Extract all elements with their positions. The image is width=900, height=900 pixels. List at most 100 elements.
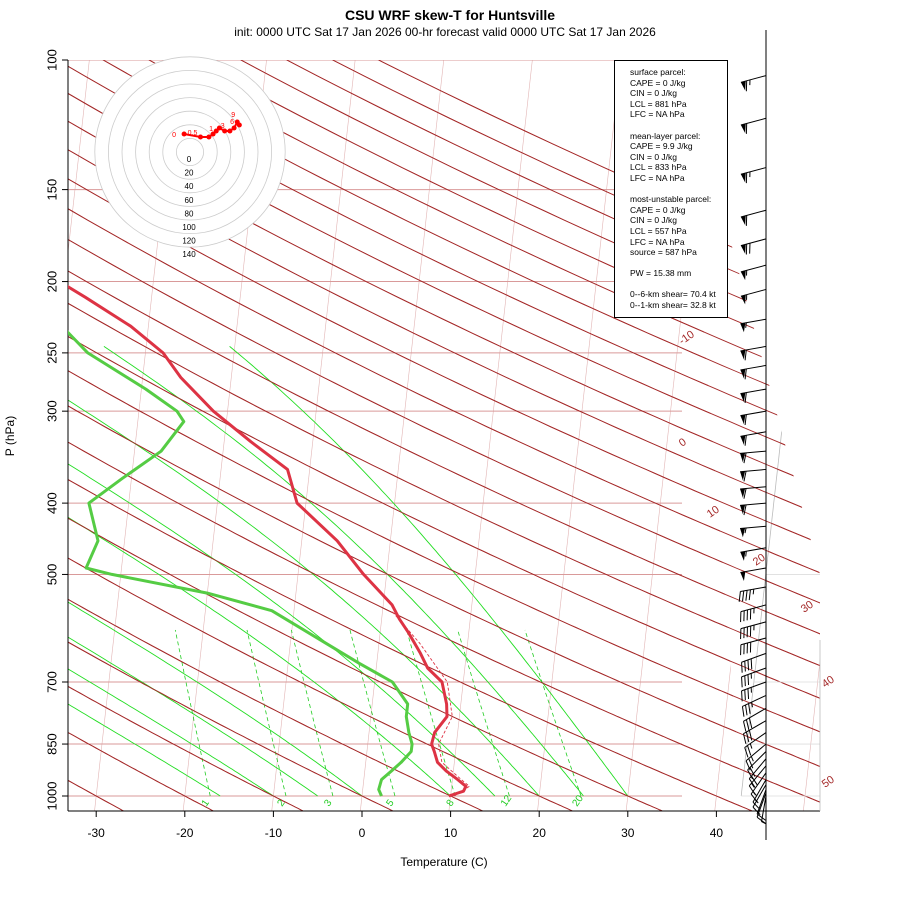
barb-half	[761, 821, 767, 825]
barb-staff	[740, 167, 767, 175]
barb-half	[751, 782, 755, 788]
parcel-parameters-box: surface parcel: CAPE = 0 J/kg CIN = 0 J/…	[614, 60, 728, 318]
barb-staff	[740, 547, 767, 553]
hodograph-ring-label: 100	[182, 223, 196, 232]
barb-full	[745, 704, 748, 716]
barb-staff	[747, 751, 767, 771]
isotherm-line	[537, 60, 622, 811]
barb-staff	[741, 681, 767, 692]
barb-staff	[740, 586, 767, 592]
x-tick-label: 40	[710, 826, 724, 840]
dry-adiabat-line	[68, 149, 820, 516]
x-tick-label: -10	[265, 826, 283, 840]
barb-full	[748, 730, 753, 741]
barb-staff	[741, 652, 767, 663]
dry-adiabat-line	[68, 685, 305, 811]
dry-adiabat-line	[68, 641, 394, 811]
isotherm-label: 0	[677, 436, 689, 449]
barb-staff	[740, 604, 767, 613]
moist-adiabat-line	[68, 636, 318, 797]
surface-lcl: LCL = 881 hPa	[630, 98, 687, 109]
barb-full	[740, 644, 742, 656]
dry-adiabat-line	[68, 557, 574, 811]
mixing-ratio-label: 3	[322, 797, 334, 808]
barb-full	[747, 745, 752, 756]
dry-adiabat-line	[68, 120, 820, 488]
wind-barb	[740, 264, 767, 281]
y-axis-label: P (hPa)	[3, 416, 17, 456]
wind-barb	[740, 525, 767, 538]
dry-adiabat-line	[68, 270, 820, 635]
dry-adiabat-line	[68, 557, 574, 811]
barb-full	[744, 368, 747, 380]
mixing-ratio-label: 12	[499, 793, 515, 809]
barb-full	[744, 661, 746, 672]
barb-full	[738, 591, 741, 602]
moist-adiabat-line	[68, 668, 274, 797]
isotherm-label: -10	[677, 329, 697, 348]
wind-barb	[740, 486, 767, 499]
precipitable-water: PW = 15.38 mm	[630, 268, 692, 279]
barb-pennant	[740, 488, 746, 498]
barb-full	[741, 676, 743, 688]
chart-subtitle: init: 0000 UTC Sat 17 Jan 2026 00-hr for…	[234, 25, 656, 39]
barb-full	[740, 628, 742, 640]
barb-full	[743, 504, 747, 516]
barb-full	[744, 349, 747, 361]
dry-adiabat-line	[68, 238, 820, 604]
dry-adiabat-line	[68, 65, 820, 434]
barb-full	[744, 689, 746, 701]
moist-adiabat-line	[68, 399, 540, 797]
barb-staff	[760, 795, 767, 822]
wind-barb	[742, 707, 767, 732]
barb-staff	[748, 758, 767, 779]
barb-full	[745, 215, 748, 226]
wind-barb	[742, 720, 767, 744]
isotherm-label: 20	[751, 552, 768, 569]
most-unstable-source: source = 587 hPa	[630, 247, 697, 258]
barb-pennant	[740, 244, 746, 254]
mean-layer-header: mean-layer parcel:	[630, 130, 701, 141]
wind-barb	[740, 167, 767, 184]
y-tick-label: 400	[45, 492, 60, 514]
barb-half	[746, 294, 748, 300]
wind-barb	[756, 789, 767, 821]
barb-staff	[743, 707, 767, 722]
barb-pennant	[740, 414, 746, 425]
barb-pennant	[740, 452, 746, 463]
wind-barb	[738, 586, 767, 602]
mixing-ratio-label: 1	[200, 797, 212, 808]
wind-barb	[740, 388, 767, 404]
barb-staff	[740, 238, 767, 247]
isotherm-line	[271, 60, 356, 811]
wind-barb	[741, 694, 767, 717]
barb-full	[742, 721, 747, 732]
wind-barb	[741, 652, 767, 673]
wind-barb	[741, 667, 767, 688]
barb-staff	[740, 264, 767, 273]
surface-lfc: LFC = NA hPa	[630, 109, 685, 120]
barb-full	[746, 609, 748, 621]
barb-half	[753, 608, 755, 614]
hodograph-point	[213, 128, 219, 134]
wind-barb	[740, 567, 767, 582]
isotherm-label: 50	[820, 774, 837, 791]
barb-full	[744, 435, 747, 446]
barb-staff	[740, 388, 767, 395]
barb-full	[745, 172, 748, 184]
barb-full	[749, 608, 752, 620]
hodograph-ring-label: 80	[185, 209, 194, 218]
hodograph-ring-label: 0	[187, 155, 192, 164]
hodograph-height-label: 9	[231, 112, 235, 119]
barb-full	[743, 488, 747, 499]
barb-half	[745, 551, 747, 557]
barb-staff	[740, 486, 767, 490]
barb-full	[749, 625, 752, 637]
dry-adiabat-line	[68, 302, 820, 667]
barb-pennant	[740, 123, 746, 134]
barb-full	[747, 674, 750, 686]
most-unstable-lfc: LFC = NA hPa	[630, 236, 685, 247]
barb-half	[746, 270, 748, 276]
barb-staff	[741, 667, 767, 678]
y-tick-label: 100	[45, 49, 60, 71]
